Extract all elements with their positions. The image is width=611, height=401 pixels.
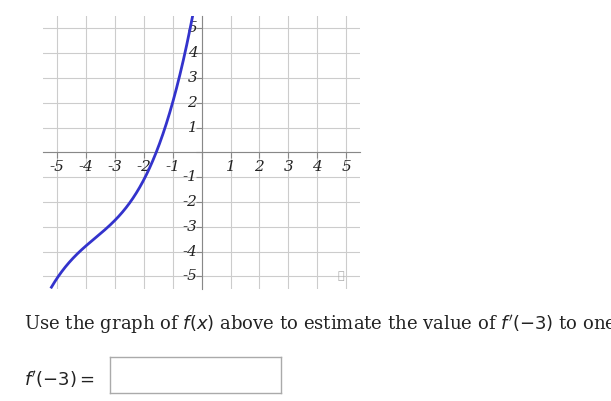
Text: 5: 5 [341, 160, 351, 174]
Text: -1: -1 [183, 170, 197, 184]
Text: -3: -3 [183, 220, 197, 234]
Text: 1: 1 [188, 121, 197, 135]
Text: -3: -3 [108, 160, 122, 174]
Text: -4: -4 [79, 160, 93, 174]
Text: $f'(-3) =$: $f'(-3) =$ [24, 369, 95, 390]
Text: 3: 3 [284, 160, 293, 174]
Text: 🔍: 🔍 [338, 271, 345, 281]
Text: -2: -2 [136, 160, 152, 174]
Text: -5: -5 [49, 160, 65, 174]
Text: Use the graph of $f(x)$ above to estimate the value of $f'(-3)$ to one decimal p: Use the graph of $f(x)$ above to estimat… [24, 313, 611, 336]
Text: 4: 4 [188, 46, 197, 60]
Text: -1: -1 [166, 160, 180, 174]
Text: -4: -4 [183, 245, 197, 259]
Text: 3: 3 [188, 71, 197, 85]
Text: -2: -2 [183, 195, 197, 209]
Text: 5: 5 [188, 21, 197, 35]
Text: 2: 2 [255, 160, 265, 174]
Text: -5: -5 [183, 269, 197, 284]
Text: 4: 4 [312, 160, 322, 174]
Text: 2: 2 [188, 96, 197, 110]
Text: 1: 1 [225, 160, 235, 174]
